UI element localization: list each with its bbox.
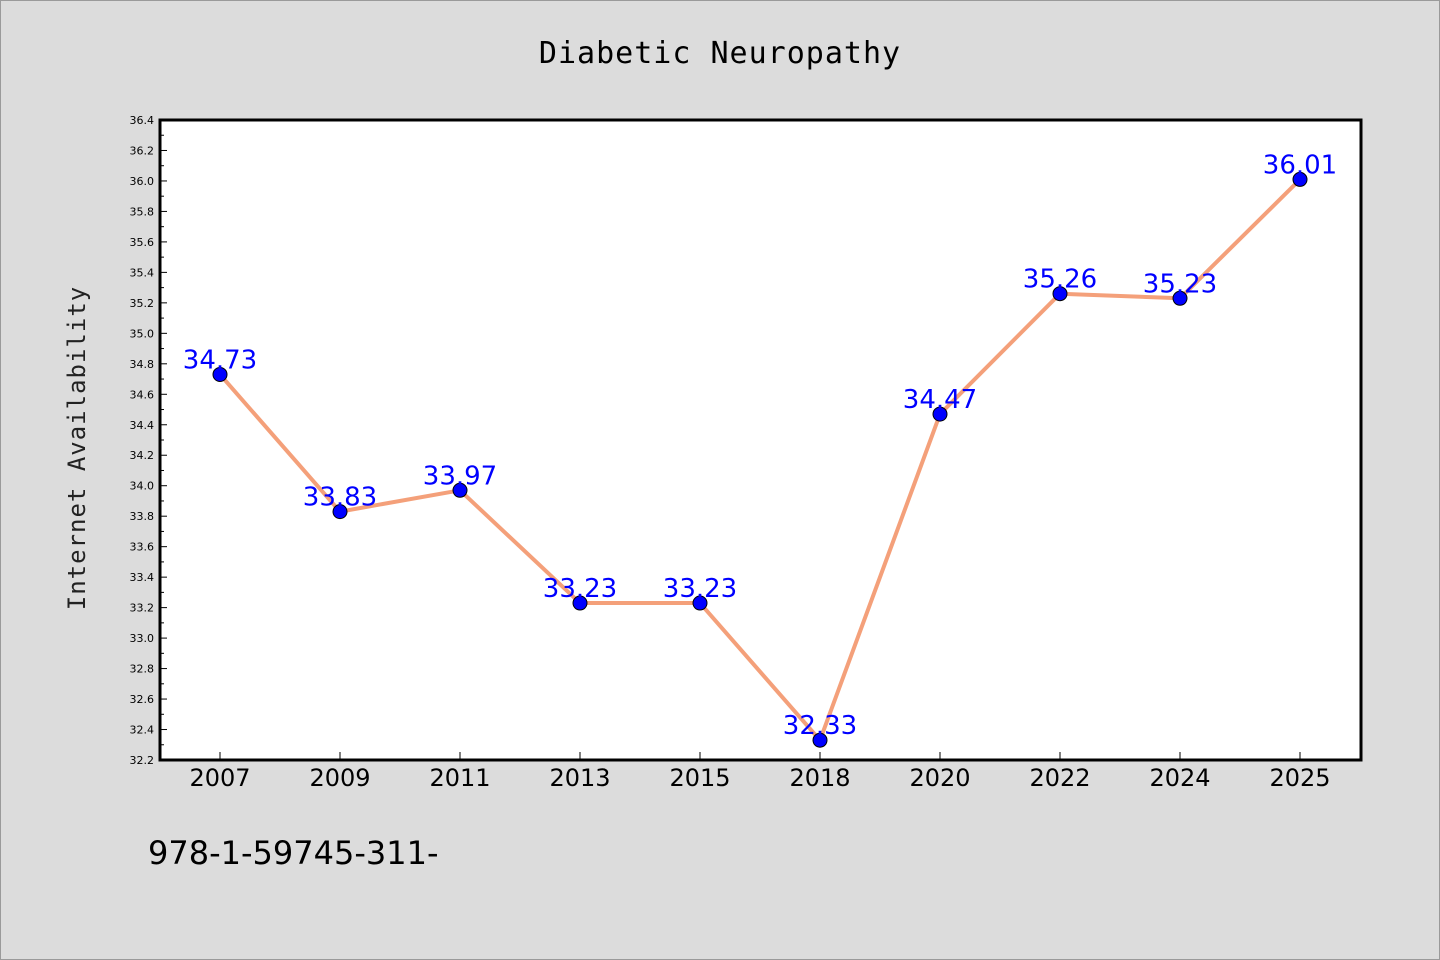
- data-point-marker: [1292, 171, 1308, 187]
- x-tick-label: 2020: [909, 764, 970, 792]
- data-label: 34.47: [903, 385, 977, 415]
- data-point-marker: [332, 504, 348, 520]
- footer-text: 978-1-59745-311-: [148, 834, 439, 872]
- y-tick-label: 34.6: [130, 388, 155, 401]
- x-tick-label: 2022: [1029, 764, 1090, 792]
- data-label: 35.23: [1143, 269, 1217, 299]
- y-tick-label: 33.4: [130, 571, 155, 584]
- data-label: 36.01: [1263, 150, 1337, 180]
- data-point-marker: [932, 406, 948, 422]
- data-point-marker: [1172, 290, 1188, 306]
- y-tick-label: 33.6: [130, 541, 155, 554]
- x-tick-label: 2018: [789, 764, 850, 792]
- x-tick-label: 2007: [189, 764, 250, 792]
- y-tick-label: 36.4: [130, 114, 155, 127]
- x-tick-label: 2024: [1149, 764, 1210, 792]
- y-tick-label: 34.0: [130, 480, 155, 493]
- series-layer: [212, 171, 1308, 748]
- series-line: [218, 177, 1302, 743]
- y-tick-label: 35.2: [130, 297, 155, 310]
- data-point-marker: [692, 595, 708, 611]
- x-tick-label: 2011: [429, 764, 490, 792]
- data-point-marker: [1052, 286, 1068, 302]
- x-tick-label: 2013: [549, 764, 610, 792]
- data-point-marker: [812, 732, 828, 748]
- y-tick-label: 32.4: [130, 724, 155, 737]
- y-tick-label: 33.8: [130, 510, 155, 523]
- y-axis-label: Internet Availability: [63, 286, 91, 610]
- y-tick-label: 32.6: [130, 693, 155, 706]
- y-tick-label: 35.4: [130, 266, 155, 279]
- y-tick-label: 35.8: [130, 205, 155, 218]
- data-point-marker: [212, 366, 228, 382]
- data-label: 33.23: [543, 574, 617, 604]
- data-label: 33.97: [423, 461, 497, 491]
- y-tick-label: 36.0: [130, 175, 155, 188]
- data-point-marker: [452, 482, 468, 498]
- data-label: 34.73: [183, 345, 257, 375]
- y-tick-label: 32.2: [130, 754, 155, 767]
- y-tick-label: 33.2: [130, 602, 155, 615]
- plot-area: [160, 120, 1361, 760]
- x-tick-label: 2025: [1269, 764, 1330, 792]
- tick-layer: 32.2 32.4 32.6 32.8 33.0 33.2 33.4 33.6 33.8 34.0…: [130, 114, 1331, 792]
- y-tick-label: 35.6: [130, 236, 155, 249]
- y-tick-label: 34.4: [130, 419, 155, 432]
- data-label: 32.33: [783, 711, 857, 741]
- y-tick-label: 34.2: [130, 449, 155, 462]
- y-tick-label: 36.2: [130, 144, 155, 157]
- data-label-layer: 34.73 33.83 33.97 33.23 33.23 32.33 34.47 35.26…: [183, 150, 1337, 741]
- data-label: 35.26: [1023, 265, 1097, 295]
- x-tick-label: 2009: [309, 764, 370, 792]
- data-point-marker: [572, 595, 588, 611]
- y-tick-label: 34.8: [130, 358, 155, 371]
- y-tick-label: 32.8: [130, 663, 155, 676]
- y-tick-label: 33.0: [130, 632, 155, 645]
- chart-title: Diabetic Neuropathy: [539, 36, 901, 71]
- data-label: 33.23: [663, 574, 737, 604]
- x-tick-label: 2015: [669, 764, 730, 792]
- data-label: 33.83: [303, 483, 377, 513]
- plot-border: [158, 118, 1363, 762]
- y-tick-label: 35.0: [130, 327, 155, 340]
